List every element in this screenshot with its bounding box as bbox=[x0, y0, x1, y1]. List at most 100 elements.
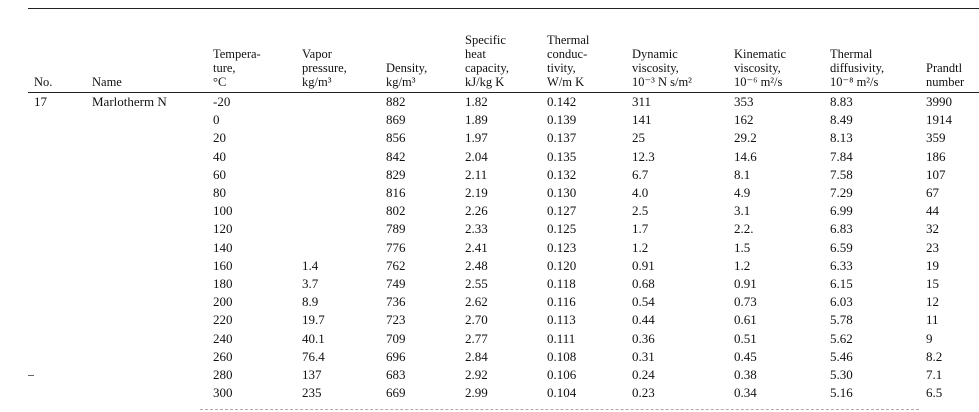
cell-specific-heat: 1.89 bbox=[465, 112, 488, 128]
cell-thermal-conductivity: 0.116 bbox=[547, 294, 576, 310]
cell-prandtl: 12 bbox=[926, 294, 939, 310]
cell-density: 856 bbox=[386, 130, 406, 146]
cell-dynamic-viscosity: 4.0 bbox=[632, 185, 649, 200]
header-line: 10⁻³ N s/m² bbox=[632, 75, 692, 89]
cell-thermal-conductivity: 0.123 bbox=[547, 239, 577, 255]
cell-specific-heat: 1.82 bbox=[465, 94, 488, 109]
cell-prandtl: 107 bbox=[926, 166, 946, 182]
cell-dynamic-viscosity: 0.31 bbox=[632, 348, 655, 364]
cell-temperature: 180 bbox=[213, 276, 233, 291]
cell-thermal-diffusivity: 6.99 bbox=[830, 203, 853, 219]
cell-dynamic-viscosity: 6.7 bbox=[632, 166, 649, 182]
header-kinematic-viscosity: Kinematic viscosity, 10⁻⁶ m²/s bbox=[734, 47, 786, 89]
cell-kinematic-viscosity: 162 bbox=[734, 112, 754, 128]
cell-specific-heat: 2.62 bbox=[465, 294, 488, 310]
header-line: kJ/kg K bbox=[465, 75, 505, 89]
cell-thermal-diffusivity: 5.46 bbox=[830, 348, 853, 364]
cell-prandtl: 186 bbox=[926, 148, 946, 164]
cell-dynamic-viscosity: 0.23 bbox=[632, 385, 655, 401]
cell-kinematic-viscosity: 14.6 bbox=[734, 148, 757, 164]
cell-temperature: 60 bbox=[213, 166, 226, 182]
margin-mark bbox=[28, 375, 34, 376]
header-line: Dynamic bbox=[632, 47, 678, 61]
cell-thermal-conductivity: 0.111 bbox=[547, 330, 576, 346]
header-line: pressure, bbox=[302, 61, 347, 75]
cell-thermal-diffusivity: 8.83 bbox=[830, 94, 853, 109]
cell-prandtl: 1914 bbox=[926, 112, 952, 128]
header-line: No. bbox=[34, 75, 53, 89]
cell-temperature: 220 bbox=[213, 312, 233, 328]
cell-vapor-pressure: 3.7 bbox=[302, 276, 319, 291]
cell-thermal-conductivity: 0.108 bbox=[547, 348, 577, 364]
cell-thermal-conductivity: 0.137 bbox=[547, 130, 577, 146]
cell-specific-heat: 2.04 bbox=[465, 148, 488, 164]
cell-density: 709 bbox=[386, 330, 406, 346]
cell-thermal-conductivity: 0.132 bbox=[547, 166, 577, 182]
header-line: Prandtl bbox=[926, 61, 963, 75]
cell-temperature: 40 bbox=[213, 148, 226, 164]
cell-thermal-diffusivity: 5.62 bbox=[830, 330, 853, 346]
cell-prandtl: 7.1 bbox=[926, 367, 943, 382]
cell-kinematic-viscosity: 0.38 bbox=[734, 367, 757, 382]
header-line: Vapor bbox=[302, 47, 332, 61]
cell-kinematic-viscosity: 353 bbox=[734, 94, 754, 109]
cell-prandtl: 32 bbox=[926, 221, 939, 237]
cell-prandtl: 19 bbox=[926, 257, 939, 273]
cell-thermal-diffusivity: 6.03 bbox=[830, 294, 853, 310]
cell-dynamic-viscosity: 0.54 bbox=[632, 294, 655, 310]
cell-kinematic-viscosity: 8.1 bbox=[734, 166, 751, 182]
cell-dynamic-viscosity: 311 bbox=[632, 94, 652, 109]
header-line: kg/m³ bbox=[386, 75, 416, 89]
cell-density: 829 bbox=[386, 166, 406, 182]
cell-specific-heat: 2.70 bbox=[465, 312, 488, 328]
cell-density: 749 bbox=[386, 276, 406, 291]
cell-kinematic-viscosity: 0.34 bbox=[734, 385, 757, 401]
header-line: °C bbox=[213, 75, 227, 89]
cell-dynamic-viscosity: 0.68 bbox=[632, 276, 655, 291]
cell-dynamic-viscosity: 0.91 bbox=[632, 257, 655, 273]
cell-thermal-conductivity: 0.106 bbox=[547, 367, 577, 382]
cell-prandtl: 23 bbox=[926, 239, 939, 255]
cell-vapor-pressure: 8.9 bbox=[302, 294, 319, 310]
cell-vapor-pressure: 235 bbox=[302, 385, 322, 401]
header-prandtl: Prandtl number bbox=[926, 61, 964, 89]
cell-kinematic-viscosity: 1.2 bbox=[734, 257, 751, 273]
cell-thermal-diffusivity: 5.30 bbox=[830, 367, 853, 382]
cell-density: 683 bbox=[386, 367, 406, 382]
cell-thermal-diffusivity: 6.59 bbox=[830, 239, 853, 255]
cell-kinematic-viscosity: 0.73 bbox=[734, 294, 757, 310]
cell-thermal-diffusivity: 6.33 bbox=[830, 257, 853, 273]
cell-density: 669 bbox=[386, 385, 406, 401]
cell-dynamic-viscosity: 0.44 bbox=[632, 312, 655, 328]
cell-density: 882 bbox=[386, 94, 406, 109]
header-thermal-diffusivity: Thermal diffusivity, 10⁻⁸ m²/s bbox=[830, 47, 884, 89]
header-line: Name bbox=[92, 75, 122, 89]
header-line: Thermal bbox=[547, 33, 590, 47]
cell-temperature: 200 bbox=[213, 294, 233, 310]
header-line: Density, bbox=[386, 61, 428, 75]
cell-density: 736 bbox=[386, 294, 406, 310]
cell-thermal-diffusivity: 6.83 bbox=[830, 221, 853, 237]
cell-temperature: 80 bbox=[213, 185, 226, 200]
cell-prandtl: 67 bbox=[926, 185, 939, 200]
cell-thermal-diffusivity: 7.29 bbox=[830, 185, 853, 200]
cell-dynamic-viscosity: 1.2 bbox=[632, 239, 649, 255]
cell-kinematic-viscosity: 29.2 bbox=[734, 130, 757, 146]
header-line: Thermal bbox=[830, 47, 873, 61]
cell-prandtl: 6.5 bbox=[926, 385, 943, 401]
header-dynamic-viscosity: Dynamic viscosity, 10⁻³ N s/m² bbox=[632, 47, 692, 89]
cell-vapor-pressure: 1.4 bbox=[302, 257, 319, 273]
cell-prandtl: 15 bbox=[926, 276, 939, 291]
cell-thermal-diffusivity: 6.15 bbox=[830, 276, 853, 291]
header-temperature: Tempera-ture, °C bbox=[213, 47, 261, 89]
cell-thermal-diffusivity: 7.58 bbox=[830, 166, 853, 182]
cell-thermal-diffusivity: 8.13 bbox=[830, 130, 853, 146]
cell-kinematic-viscosity: 3.1 bbox=[734, 203, 751, 219]
cell-thermal-conductivity: 0.118 bbox=[547, 276, 576, 291]
cell-dynamic-viscosity: 1.7 bbox=[632, 221, 649, 237]
header-line: Specific bbox=[465, 33, 506, 47]
header-line: tivity, bbox=[547, 61, 576, 75]
cell-thermal-diffusivity: 5.16 bbox=[830, 385, 853, 401]
cell-kinematic-viscosity: 4.9 bbox=[734, 185, 751, 200]
header-line: Kinematic bbox=[734, 47, 787, 61]
